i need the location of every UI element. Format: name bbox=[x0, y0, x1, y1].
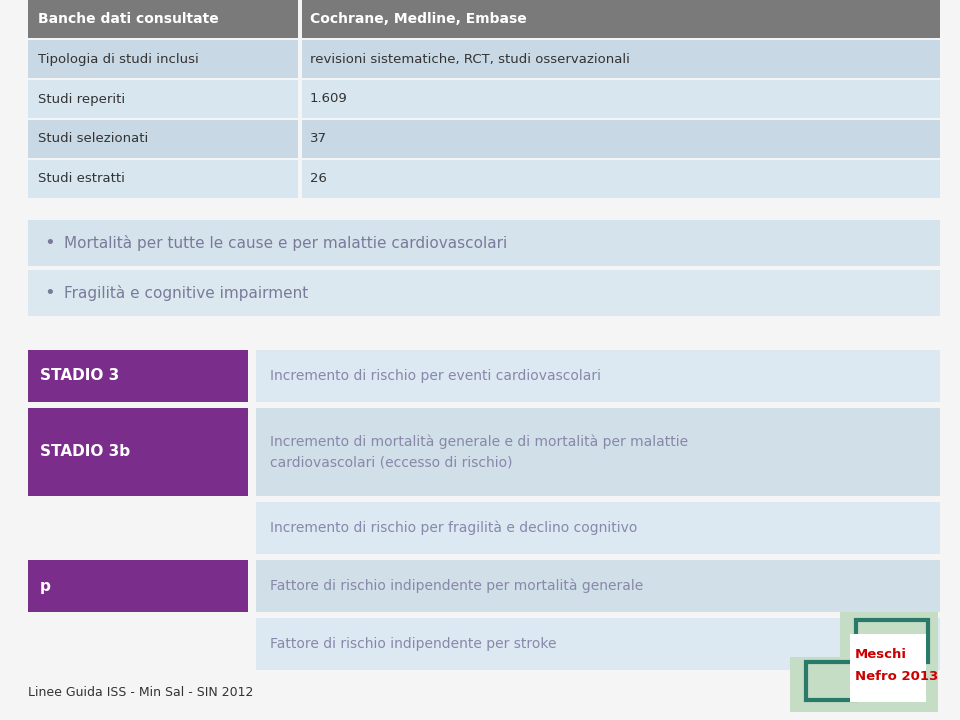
Bar bbox=[28, 40, 298, 78]
Text: Banche dati consultate: Banche dati consultate bbox=[38, 12, 219, 26]
Bar bbox=[256, 408, 940, 496]
Text: STADIO 3b: STADIO 3b bbox=[40, 444, 131, 459]
Bar bbox=[28, 350, 248, 402]
Bar bbox=[302, 40, 940, 78]
Polygon shape bbox=[790, 612, 938, 712]
Text: revisioni sistematiche, RCT, studi osservazionali: revisioni sistematiche, RCT, studi osser… bbox=[310, 53, 630, 66]
Text: Fragilità e cognitive impairment: Fragilità e cognitive impairment bbox=[64, 285, 308, 301]
Text: p: p bbox=[40, 578, 51, 593]
Bar bbox=[28, 270, 940, 316]
Bar bbox=[302, 80, 940, 118]
Text: Studi estratti: Studi estratti bbox=[38, 173, 125, 186]
Text: Cochrane, Medline, Embase: Cochrane, Medline, Embase bbox=[310, 12, 527, 26]
Bar bbox=[28, 560, 248, 612]
Text: Studi selezionati: Studi selezionati bbox=[38, 132, 148, 145]
Text: Meschi: Meschi bbox=[855, 647, 907, 660]
Bar bbox=[28, 220, 940, 266]
Bar bbox=[302, 120, 940, 158]
Text: Incremento di rischio per fragilità e declino cognitivo: Incremento di rischio per fragilità e de… bbox=[270, 521, 637, 535]
Bar bbox=[28, 0, 298, 38]
Text: STADIO 3: STADIO 3 bbox=[40, 369, 119, 384]
Text: 1.609: 1.609 bbox=[310, 92, 348, 106]
Text: Incremento di rischio per eventi cardiovascolari: Incremento di rischio per eventi cardiov… bbox=[270, 369, 601, 383]
Bar bbox=[256, 618, 940, 670]
Bar bbox=[256, 560, 940, 612]
Text: cardiovascolari (eccesso di rischio): cardiovascolari (eccesso di rischio) bbox=[270, 455, 513, 469]
Text: •: • bbox=[44, 284, 55, 302]
Bar bbox=[302, 0, 940, 38]
Text: Nefro 2013: Nefro 2013 bbox=[855, 670, 938, 683]
Text: Fattore di rischio indipendente per stroke: Fattore di rischio indipendente per stro… bbox=[270, 637, 557, 651]
Text: Studi reperiti: Studi reperiti bbox=[38, 92, 125, 106]
Bar bbox=[28, 408, 248, 496]
Bar bbox=[256, 502, 940, 554]
Text: Linee Guida ISS - Min Sal - SIN 2012: Linee Guida ISS - Min Sal - SIN 2012 bbox=[28, 685, 253, 698]
Bar bbox=[28, 80, 298, 118]
Bar bbox=[302, 160, 940, 198]
Text: •: • bbox=[44, 234, 55, 252]
Text: Tipologia di studi inclusi: Tipologia di studi inclusi bbox=[38, 53, 199, 66]
Text: Fattore di rischio indipendente per mortalità generale: Fattore di rischio indipendente per mort… bbox=[270, 579, 643, 593]
Text: 26: 26 bbox=[310, 173, 326, 186]
Bar bbox=[256, 350, 940, 402]
Bar bbox=[850, 634, 926, 702]
Text: Mortalità per tutte le cause e per malattie cardiovascolari: Mortalità per tutte le cause e per malat… bbox=[64, 235, 507, 251]
Text: 37: 37 bbox=[310, 132, 327, 145]
Bar bbox=[28, 160, 298, 198]
Text: Incremento di mortalità generale e di mortalità per malattie: Incremento di mortalità generale e di mo… bbox=[270, 435, 688, 449]
Bar bbox=[28, 120, 298, 158]
